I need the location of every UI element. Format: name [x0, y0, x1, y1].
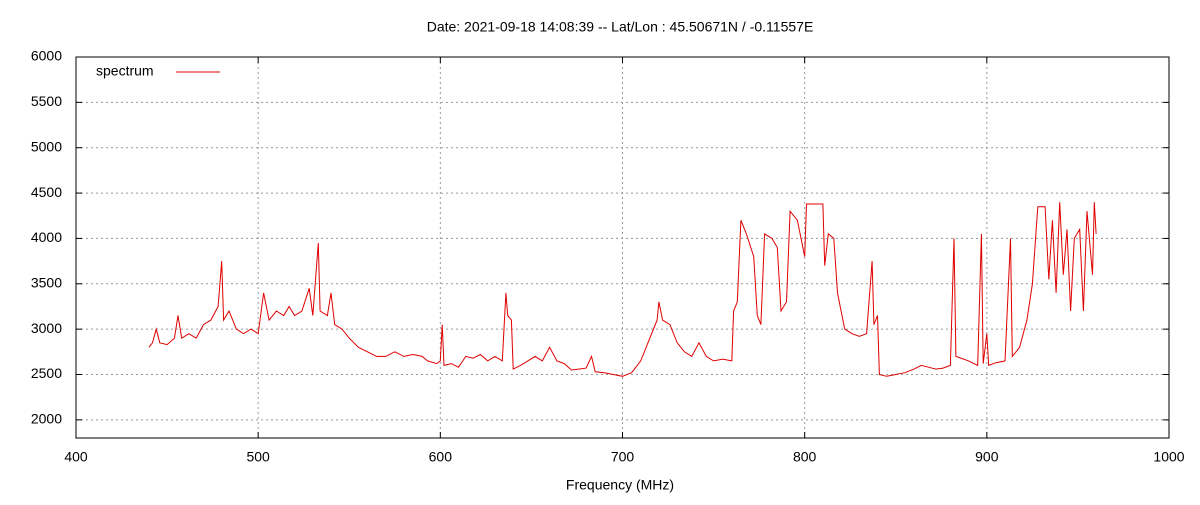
chart-title: Date: 2021-09-18 14:08:39 -- Lat/Lon : 4…: [427, 19, 814, 35]
x-tick-label: 900: [975, 449, 999, 465]
y-tick-label: 5000: [31, 138, 62, 154]
y-tick-label: 2500: [31, 365, 62, 381]
x-tick-label: 400: [64, 449, 88, 465]
x-tick-label: 800: [793, 449, 817, 465]
legend-label: spectrum: [96, 63, 154, 79]
x-tick-label: 600: [429, 449, 453, 465]
y-tick-label: 5500: [31, 93, 62, 109]
y-tick-label: 4000: [31, 229, 62, 245]
y-tick-label: 3500: [31, 274, 62, 290]
y-tick-label: 2000: [31, 411, 62, 427]
data-line: [148, 202, 1097, 377]
y-tick-label: 3000: [31, 320, 62, 336]
y-tick-label: 4500: [31, 184, 62, 200]
y-tick-label: 6000: [31, 48, 62, 64]
x-axis-label: Frequency (MHz): [566, 477, 674, 493]
x-tick-label: 500: [246, 449, 270, 465]
x-tick-label: 700: [611, 449, 635, 465]
plot-border: [75, 56, 1170, 439]
x-tick-label: 1000: [1153, 449, 1184, 465]
